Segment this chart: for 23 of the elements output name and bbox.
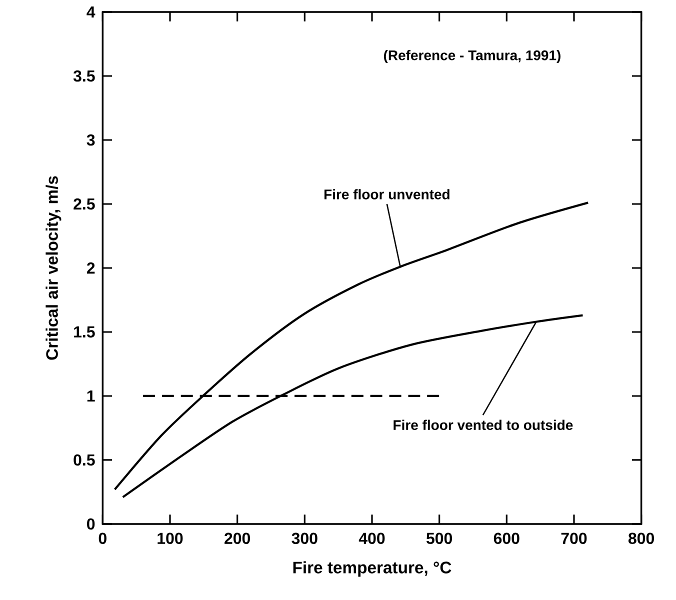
annotation: Fire floor vented to outside xyxy=(394,420,573,430)
x-tick-label: 800 xyxy=(628,532,654,544)
x-tick-label: 100 xyxy=(158,532,183,544)
x-tick-label: 600 xyxy=(494,532,520,544)
x-tick-label: 400 xyxy=(358,532,385,544)
y-tick-label: 1.5 xyxy=(74,326,95,338)
y-tick-label: 2 xyxy=(86,262,95,274)
y-tick-label: 2.5 xyxy=(74,198,95,210)
y-axis-title: Critical air velocity, m/s xyxy=(46,176,62,360)
annotation: Fire floor unvented xyxy=(324,189,450,200)
x-tick-label: 0 xyxy=(98,532,106,544)
y-tick-label: 4 xyxy=(86,6,96,18)
y-tick-label: 3.5 xyxy=(73,70,95,82)
annotation: (Reference - Tamura, 1991) xyxy=(384,50,560,64)
y-tick-label: 3 xyxy=(86,134,95,146)
x-tick-label: 200 xyxy=(224,532,250,544)
y-tick-label: 1 xyxy=(87,390,95,402)
x-tick-label: 500 xyxy=(426,532,452,544)
y-tick-label: 0.5 xyxy=(74,454,95,466)
x-tick-label: 700 xyxy=(561,532,587,544)
x-tick-label: 300 xyxy=(292,532,318,544)
x-axis-title: Fire temperature, °C xyxy=(293,561,452,577)
y-tick-label: 0 xyxy=(87,518,95,530)
